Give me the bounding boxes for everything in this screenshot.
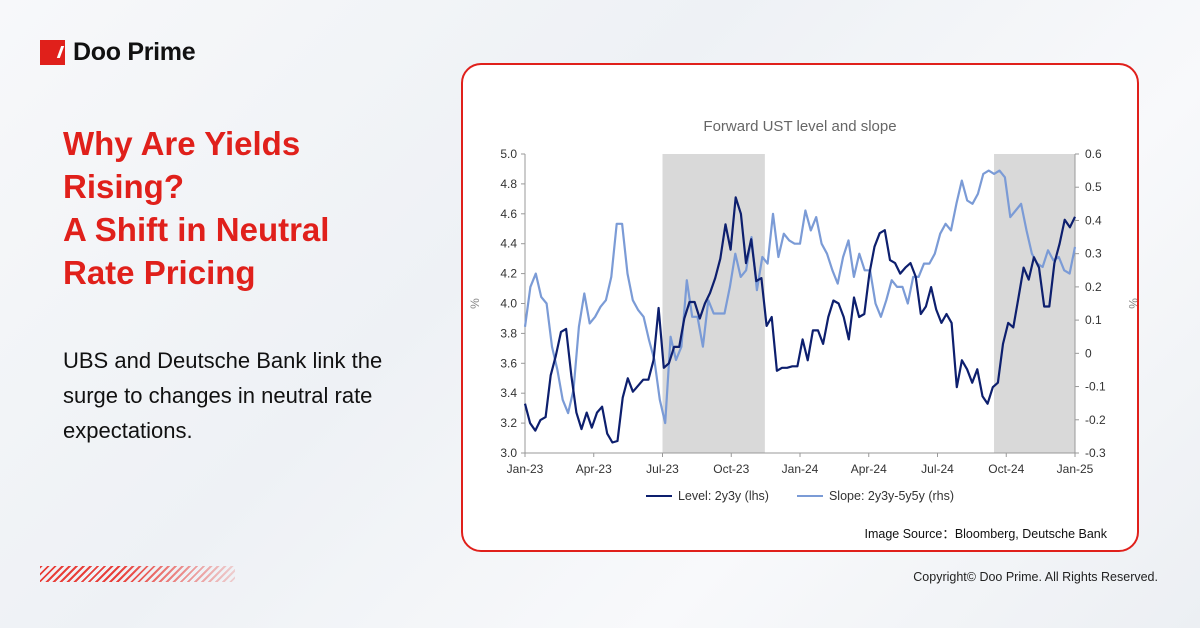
- y-tick-label-left: 3.6: [500, 356, 517, 370]
- legend-label: Slope: 2y3y-5y5y (rhs): [828, 489, 955, 503]
- headline-line: A Shift in Neutral: [63, 211, 330, 248]
- x-tick-label: Jan-25: [1057, 462, 1094, 476]
- brand-logo: Doo Prime: [40, 38, 196, 67]
- legend-label: Level: 2y3y (lhs): [677, 489, 769, 503]
- legend-swatch: [796, 495, 823, 497]
- description: UBS and Deutsche Bank link the surge to …: [63, 348, 383, 443]
- decorative-stripes: [40, 566, 235, 582]
- legend-swatch: [645, 495, 672, 497]
- y-tick-label-left: 3.2: [500, 416, 517, 430]
- y-tick-label-right: 0: [1085, 346, 1092, 360]
- y-tick-label-right: -0.1: [1085, 380, 1106, 394]
- x-tick-label: Apr-24: [851, 462, 887, 476]
- y-tick-label-right: 0.1: [1085, 313, 1102, 327]
- x-tick-label: Jul-23: [646, 462, 679, 476]
- headline-line: Rate Pricing: [63, 254, 256, 291]
- x-tick-label: Jan-23: [507, 462, 544, 476]
- x-tick-label: Jan-24: [782, 462, 819, 476]
- y-tick-label-left: 4.4: [500, 237, 517, 251]
- y-tick-label-right: 0.6: [1085, 147, 1102, 161]
- y-tick-label-right: 0.2: [1085, 280, 1102, 294]
- chart-title: Forward UST level and slope: [703, 118, 897, 135]
- chart-svg: 5.0 4.8 4.6 4.4 4.2 4.0 3.8 3.6 3.4 3.2 3.0 0.6 0.5 0…: [468, 147, 1137, 476]
- x-tick-label: Jul-24: [921, 462, 954, 476]
- headline: Why Are Yields Rising? A Shift in Neutra…: [63, 122, 423, 294]
- logo-icon: [40, 40, 65, 65]
- y-tick-label-right: -0.2: [1085, 413, 1106, 427]
- y-tick-label-left: 5.0: [500, 147, 517, 161]
- x-tick-label: Oct-24: [988, 462, 1024, 476]
- image-source: Image Source：Bloomberg, Deutsche Bank: [864, 527, 1108, 541]
- y-axis-label-right: %: [1126, 298, 1137, 309]
- y-tick-label-right: 0.3: [1085, 247, 1102, 261]
- y-tick-label-left: 4.8: [500, 177, 517, 191]
- legend-item-level: Level: 2y3y (lhs): [645, 489, 769, 503]
- y-tick-label-left: 3.0: [500, 446, 517, 460]
- headline-line: Rising?: [63, 168, 184, 205]
- y-axis-label-left: %: [468, 298, 482, 309]
- y-tick-label-right: 0.5: [1085, 180, 1102, 194]
- series-line-slope: [523, 169, 1077, 425]
- x-tick-label: Oct-23: [713, 462, 749, 476]
- shaded-period: [994, 154, 1075, 453]
- copyright: Copyright© Doo Prime. All Rights Reserve…: [913, 570, 1158, 584]
- headline-line: Why Are Yields: [63, 125, 301, 162]
- shaded-period: [662, 154, 765, 453]
- legend: Level: 2y3y (lhs) Slope: 2y3y-5y5y (rhs): [463, 489, 1137, 503]
- y-tick-label-left: 4.0: [500, 297, 517, 311]
- y-tick-label-left: 4.6: [500, 207, 517, 221]
- y-tick-label-right: -0.3: [1085, 446, 1106, 460]
- series-line-level: [523, 196, 1076, 444]
- chart-card: Forward UST level and slope 5.0 4.8 4.6 4.4…: [461, 63, 1139, 552]
- y-tick-label-right: 0.4: [1085, 213, 1102, 227]
- y-tick-label-left: 4.2: [500, 267, 517, 281]
- brand-name: Doo Prime: [73, 38, 196, 66]
- y-tick-label-left: 3.8: [500, 326, 517, 340]
- x-tick-label: Apr-23: [576, 462, 612, 476]
- legend-item-slope: Slope: 2y3y-5y5y (rhs): [796, 489, 955, 503]
- y-tick-label-left: 3.4: [500, 386, 517, 400]
